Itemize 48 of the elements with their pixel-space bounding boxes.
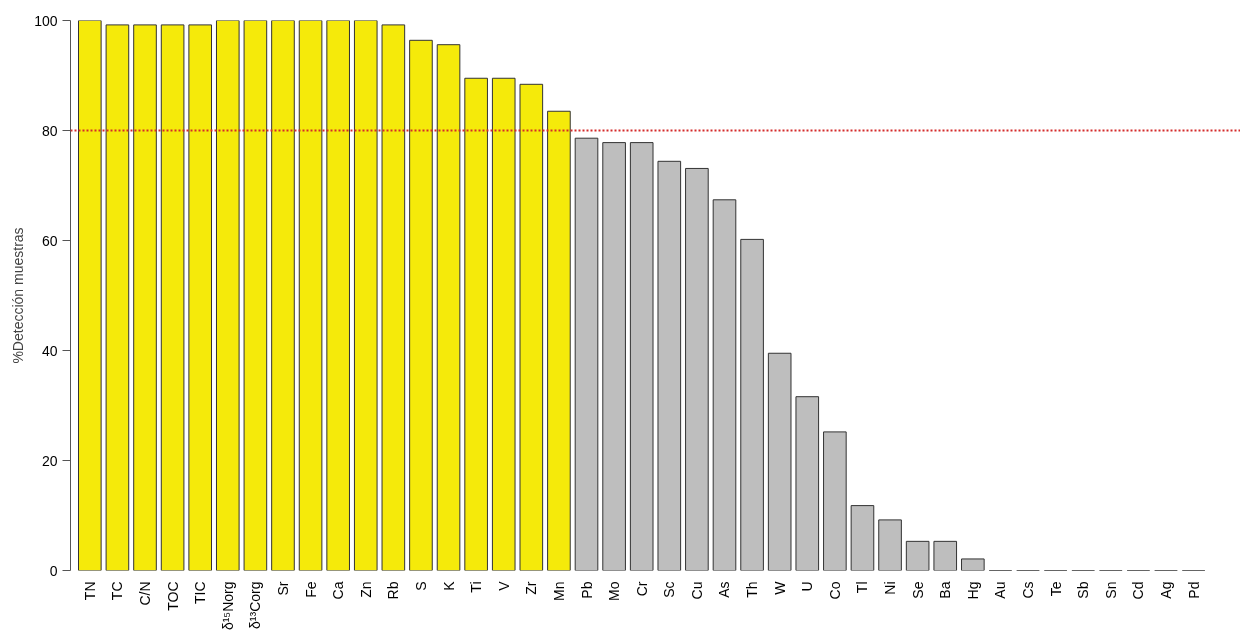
y-tick-label: 40	[41, 342, 58, 359]
x-tick-label: Ag	[1158, 581, 1174, 599]
x-tick-label: Fe	[302, 581, 319, 598]
x-tick-label: Ti	[468, 581, 485, 593]
x-tick-label: δ¹⁵Norg	[219, 581, 236, 631]
y-tick-label: 80	[41, 122, 58, 139]
x-tick-label: W	[771, 580, 788, 595]
x-tick-label: δ¹³Corg	[247, 581, 264, 629]
x-tick-label: TOC	[164, 581, 181, 611]
x-tick-label: TN	[81, 581, 98, 601]
x-tick-label: Zn	[357, 581, 374, 598]
y-tick-label: 100	[34, 12, 58, 29]
x-tick-label: Te	[1047, 581, 1064, 597]
x-tick-label: C/N	[137, 581, 153, 606]
x-tick-label: Cd	[1130, 581, 1147, 600]
x-tick-label: Sn	[1102, 581, 1119, 599]
x-tick-label: Mn	[550, 581, 567, 601]
y-tick-label: 60	[41, 232, 58, 249]
y-tick-label: 20	[41, 452, 58, 469]
x-tick-label: TC	[109, 581, 126, 601]
x-tick-label: Ni	[882, 581, 899, 595]
x-tick-label: Rb	[385, 581, 402, 600]
x-tick-label: Co	[826, 581, 843, 600]
x-tick-label: Ba	[937, 581, 954, 599]
x-tick-label: Sc	[661, 581, 678, 598]
x-tick-label: Zr	[523, 581, 540, 595]
x-tick-label: Tl	[854, 581, 871, 594]
x-tick-label: S	[412, 581, 429, 591]
x-tick-label: Au	[992, 581, 1009, 599]
x-tick-label: Ca	[330, 581, 347, 600]
y-tick-label: 0	[49, 562, 58, 579]
x-tick-label: Hg	[964, 581, 981, 600]
x-tick-label: Cr	[633, 581, 650, 597]
x-tick-label: Pd	[1185, 581, 1202, 599]
x-tick-label: U	[799, 581, 816, 592]
x-tick-label: Mo	[606, 581, 623, 601]
x-tick-label: Sr	[274, 581, 291, 596]
x-tick-label: Cs	[1020, 581, 1037, 599]
x-tick-label: Se	[909, 581, 926, 599]
x-tick-label: As	[716, 581, 733, 598]
x-tick-label: Sb	[1075, 581, 1092, 599]
x-tick-label: K	[440, 580, 457, 591]
x-tick-label: TIC	[192, 581, 209, 605]
x-tick-label: Pb	[578, 581, 595, 599]
x-tick-label: V	[495, 580, 512, 591]
y-axis-title: %Detección muestras	[10, 227, 27, 364]
x-tick-label: Cu	[688, 581, 705, 600]
x-tick-label: Th	[744, 581, 761, 598]
